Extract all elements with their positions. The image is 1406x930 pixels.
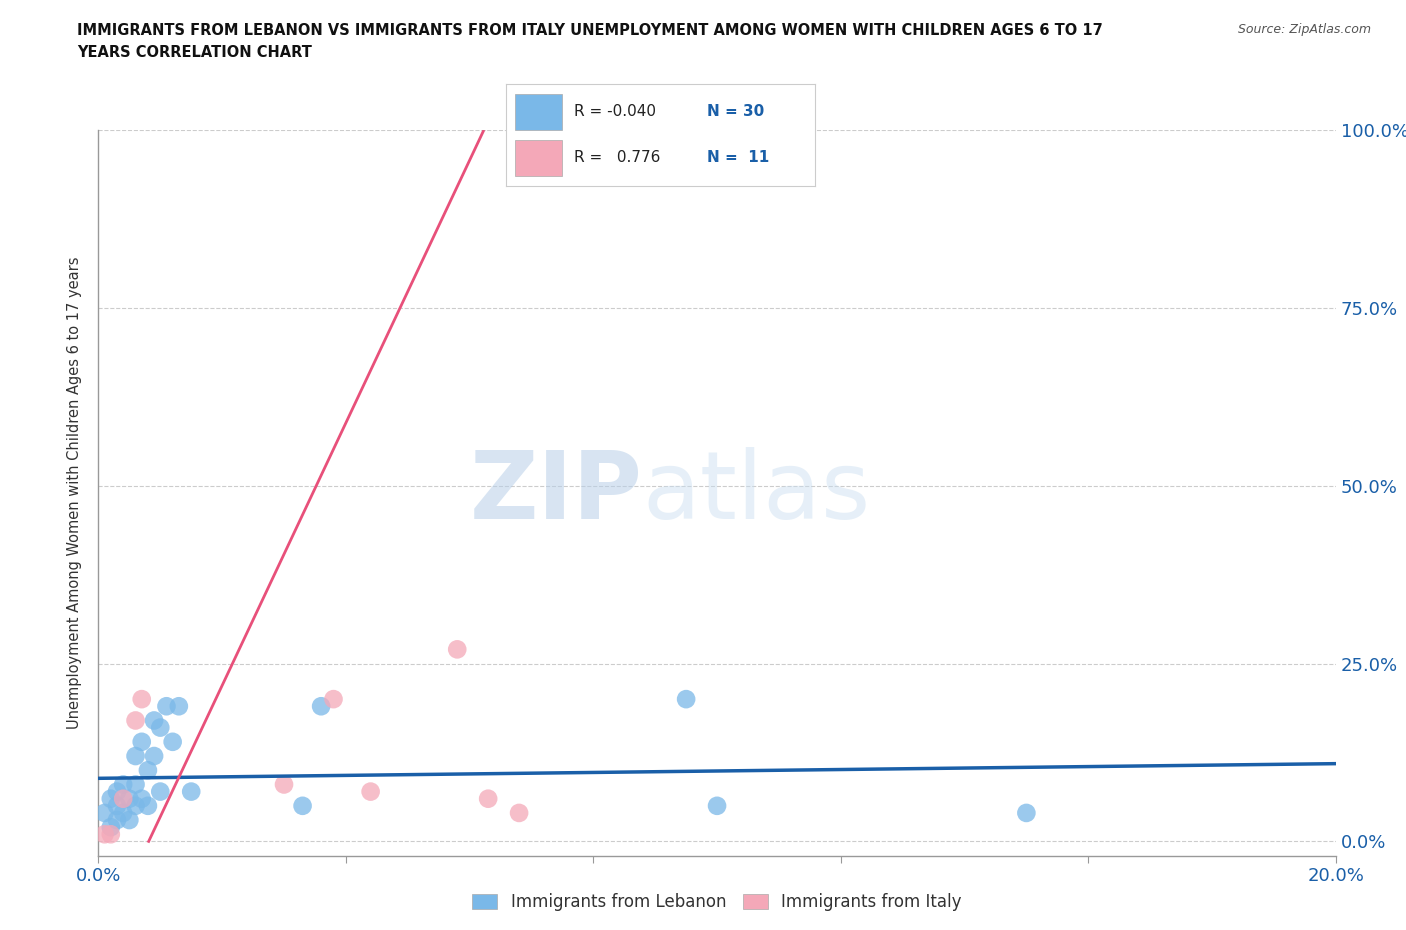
- Point: [93, 827, 115, 842]
- Point: [112, 791, 135, 806]
- Text: N =  11: N = 11: [707, 151, 769, 166]
- Bar: [516, 94, 562, 130]
- Y-axis label: Unemployment Among Women with Children Ages 6 to 17 years: Unemployment Among Women with Children A…: [67, 257, 83, 729]
- Point: [124, 713, 146, 728]
- Point: [143, 749, 166, 764]
- Point: [112, 777, 135, 792]
- Point: [93, 805, 115, 820]
- Point: [105, 784, 128, 799]
- Point: [100, 791, 122, 806]
- Point: [162, 735, 184, 750]
- Point: [112, 805, 135, 820]
- Text: N = 30: N = 30: [707, 104, 765, 119]
- Point: [131, 735, 153, 750]
- Point: [105, 798, 128, 813]
- Point: [105, 813, 128, 828]
- Point: [124, 777, 146, 792]
- Text: R = -0.040: R = -0.040: [574, 104, 657, 119]
- Point: [1015, 805, 1038, 820]
- Point: [118, 813, 141, 828]
- Point: [124, 749, 146, 764]
- Text: IMMIGRANTS FROM LEBANON VS IMMIGRANTS FROM ITALY UNEMPLOYMENT AMONG WOMEN WITH C: IMMIGRANTS FROM LEBANON VS IMMIGRANTS FR…: [77, 23, 1104, 38]
- Point: [309, 698, 332, 713]
- Point: [124, 798, 146, 813]
- Point: [136, 798, 159, 813]
- Text: R =   0.776: R = 0.776: [574, 151, 661, 166]
- Point: [508, 805, 530, 820]
- Point: [100, 819, 122, 834]
- Point: [360, 784, 382, 799]
- Point: [155, 698, 177, 713]
- Point: [446, 642, 468, 657]
- Point: [100, 827, 122, 842]
- Point: [477, 791, 499, 806]
- Point: [118, 791, 141, 806]
- Point: [291, 798, 314, 813]
- Point: [322, 692, 344, 707]
- Point: [131, 692, 153, 707]
- Bar: [516, 140, 562, 176]
- Point: [149, 784, 172, 799]
- Point: [706, 798, 728, 813]
- Point: [149, 720, 172, 735]
- Point: [273, 777, 295, 792]
- Text: YEARS CORRELATION CHART: YEARS CORRELATION CHART: [77, 45, 312, 60]
- Point: [131, 791, 153, 806]
- Point: [180, 784, 202, 799]
- Point: [136, 763, 159, 777]
- Text: Source: ZipAtlas.com: Source: ZipAtlas.com: [1237, 23, 1371, 36]
- Point: [167, 698, 190, 713]
- Text: atlas: atlas: [643, 447, 872, 538]
- Text: ZIP: ZIP: [470, 447, 643, 538]
- Legend: Immigrants from Lebanon, Immigrants from Italy: Immigrants from Lebanon, Immigrants from…: [464, 885, 970, 920]
- Point: [675, 692, 697, 707]
- Point: [143, 713, 166, 728]
